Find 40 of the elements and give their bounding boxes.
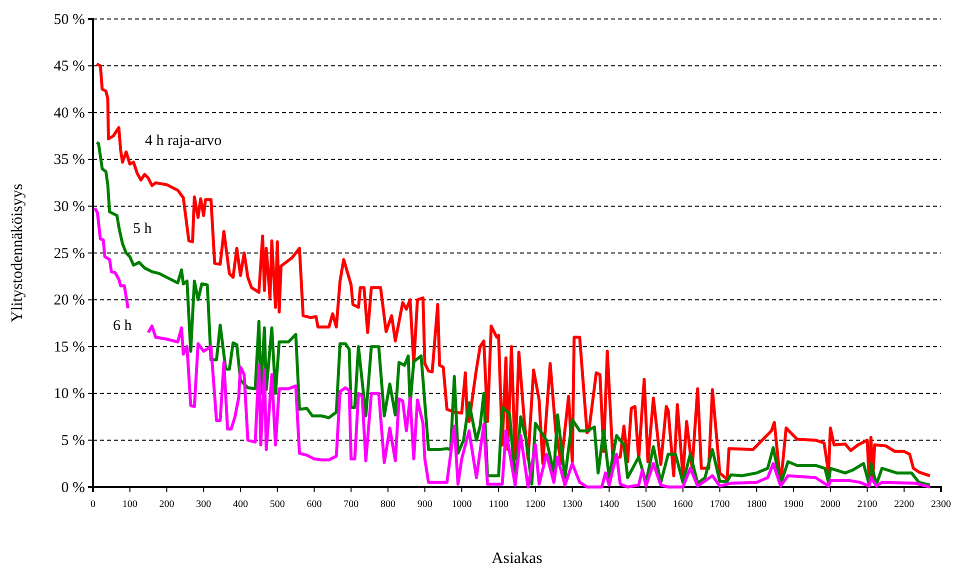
y-axis-title: Ylitystodennäköisyys xyxy=(9,184,26,322)
x-tick-label: 1500 xyxy=(636,499,656,510)
series-label: 5 h xyxy=(133,221,152,237)
y-tick-label: 10 % xyxy=(54,386,85,402)
x-tick-label: 1700 xyxy=(710,499,730,510)
x-tick-label: 1900 xyxy=(784,499,804,510)
x-tick-label: 200 xyxy=(159,499,174,510)
x-tick-label: 300 xyxy=(196,499,212,510)
x-tick-label: 2100 xyxy=(857,499,878,510)
y-tick-label: 45 % xyxy=(54,58,85,75)
x-tick-label: 800 xyxy=(380,499,396,510)
x-tick-label: 2300 xyxy=(931,499,951,510)
y-tick-label: 0 % xyxy=(61,480,85,496)
x-tick-label: 2200 xyxy=(894,499,914,510)
x-tick-label: 1100 xyxy=(488,499,508,510)
y-tick-label: 5 % xyxy=(61,433,85,449)
y-tick-label: 30 % xyxy=(54,199,85,215)
x-tick-label: 100 xyxy=(122,499,138,510)
x-tick-label: 1200 xyxy=(525,499,546,510)
x-tick-label: 400 xyxy=(232,499,248,510)
y-tick-label: 40 % xyxy=(54,105,85,122)
x-axis-title: Asiakas xyxy=(492,550,542,567)
series-label: 6 h xyxy=(113,318,132,334)
y-tick-label: 50 % xyxy=(54,12,85,28)
x-tick-label: 500 xyxy=(270,499,285,510)
x-tick-label: 0 xyxy=(90,499,96,510)
y-tick-label: 25 % xyxy=(54,246,85,262)
x-tick-label: 1300 xyxy=(562,499,582,510)
series-label: 4 h raja-arvo xyxy=(145,133,222,149)
x-tick-label: 1400 xyxy=(599,499,620,510)
x-tick-label: 1000 xyxy=(452,499,472,510)
x-tick-label: 600 xyxy=(306,499,322,510)
x-tick-label: 2000 xyxy=(820,499,840,510)
x-tick-label: 700 xyxy=(344,499,359,510)
y-tick-label: 20 % xyxy=(54,292,85,309)
x-tick-label: 900 xyxy=(417,499,432,510)
y-tick-label: 15 % xyxy=(54,339,85,356)
y-tick-label: 35 % xyxy=(54,152,85,168)
x-tick-label: 1800 xyxy=(746,499,767,510)
x-tick-label: 1600 xyxy=(672,499,693,510)
